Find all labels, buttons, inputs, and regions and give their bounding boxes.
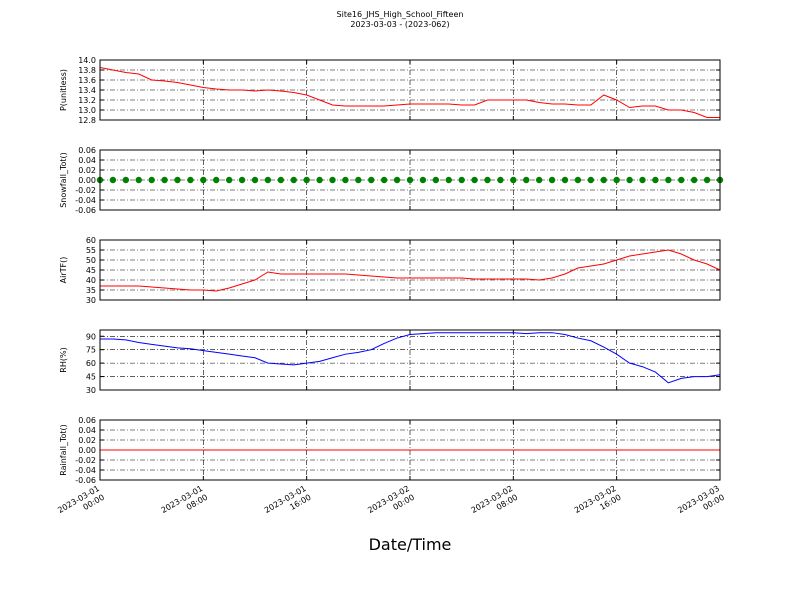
data-point [148,176,155,184]
y-tick-label: 13.8 [78,66,96,75]
data-point [342,176,349,184]
y-tick-label: 0.00 [78,176,96,185]
data-point [523,176,530,184]
y-tick-label: 45 [86,373,96,382]
data-line [100,332,721,384]
data-point [548,176,556,184]
y-tick-label: -0.04 [75,196,96,205]
y-axis-label: AirTF() [59,257,68,284]
data-point [109,176,117,184]
data-point [626,176,633,184]
data-point [174,176,181,184]
data-point [497,176,504,184]
plot-frame [99,59,721,121]
data-point [251,176,259,184]
data-point [290,176,297,184]
data-point [703,176,711,184]
y-tick-label: 30 [86,296,96,305]
data-point [316,176,323,184]
y-tick-label: 55 [86,246,96,255]
data-point [187,176,194,184]
data-point [587,176,595,184]
plot-frame [99,239,721,301]
y-tick-label: 0.00 [78,446,96,455]
chart-title: Site16_JHS_High_School_Fifteen [337,10,464,19]
y-axis-label: P(unitless) [59,69,68,111]
y-tick-label: 0.04 [78,426,96,435]
data-point [535,176,543,184]
data-point [161,176,168,184]
y-axis-label: Rainfall_Tot() [59,424,68,476]
data-point [445,176,452,184]
data-point [355,176,362,184]
data-point [484,176,491,184]
y-tick-label: 12.8 [78,116,96,125]
y-tick-label: -0.04 [75,466,96,475]
plot-frame [99,329,721,391]
data-point [678,176,685,184]
y-tick-label: -0.06 [75,476,96,485]
y-tick-label: 0.06 [78,416,96,425]
data-point [419,176,427,184]
data-point [665,176,672,184]
y-tick-label: 0.06 [78,146,96,155]
data-point [652,176,659,184]
data-point [406,176,414,184]
data-line [100,249,721,292]
data-line [99,67,720,118]
data-point [432,176,440,184]
data-point [329,176,336,184]
data-point [225,176,233,184]
y-tick-label: 14.0 [78,56,96,65]
y-tick-label: 13.0 [78,106,96,115]
y-tick-label: 13.6 [78,76,96,85]
y-tick-label: 75 [86,346,96,355]
y-tick-label: 50 [86,256,96,265]
data-point [600,176,607,184]
y-tick-label: 0.02 [78,166,96,175]
data-point [122,176,130,184]
data-point [393,176,401,184]
data-point [471,176,478,184]
data-point [561,176,569,184]
y-tick-label: 45 [86,266,96,275]
y-tick-label: 0.02 [78,436,96,445]
y-axis-label: RH(%) [59,347,68,372]
data-point [639,176,646,184]
data-point [574,176,582,184]
data-point [380,176,388,184]
y-tick-label: -0.02 [75,186,96,195]
data-point [264,176,272,184]
plot-frame [99,149,721,211]
data-point [277,176,285,184]
data-point [613,176,620,184]
y-tick-label: 30 [86,386,96,395]
y-tick-label: -0.02 [75,456,96,465]
data-point [510,176,517,184]
y-tick-label: 13.4 [78,86,96,95]
y-tick-label: -0.06 [75,206,96,215]
data-point [368,176,375,184]
y-tick-label: 60 [86,236,96,245]
data-point [213,176,220,184]
y-tick-label: 40 [86,276,96,285]
y-tick-label: 13.2 [78,96,96,105]
data-point [238,176,246,184]
y-axis-label: Snowfall_Tot() [59,152,68,208]
data-point [458,176,465,184]
plot-frame [99,419,721,481]
x-axis-label: Date/Time [369,535,452,554]
chart-subtitle: 2023-03-03 - (2023-062) [350,20,449,29]
data-point [690,176,698,184]
y-tick-label: 90 [86,332,96,341]
data-point [200,176,207,184]
data-point [303,176,310,184]
y-tick-label: 0.04 [78,156,96,165]
data-point [135,176,142,184]
y-tick-label: 35 [86,286,96,295]
y-tick-label: 60 [86,359,96,368]
